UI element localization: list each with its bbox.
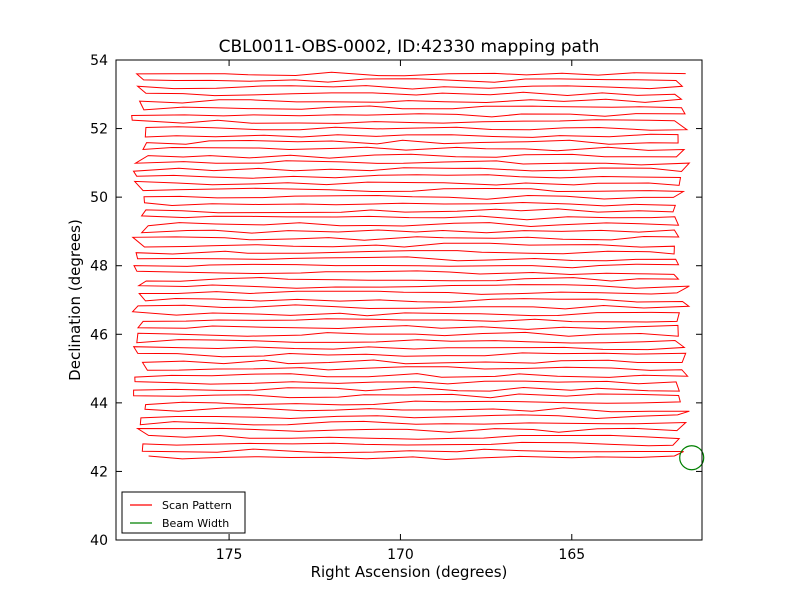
plot-frame	[115, 59, 703, 541]
y-axis-ticks: 40 42 44 46 48 50 52 54	[90, 53, 702, 549]
scan-pattern-series	[131, 71, 691, 461]
y-tick-label: 54	[90, 53, 108, 69]
beam-width-series	[679, 445, 705, 471]
x-axis-label: Right Ascension (degrees)	[311, 563, 508, 581]
beam-width-circle	[679, 445, 705, 471]
y-tick-label: 52	[90, 122, 108, 138]
y-tick-label: 46	[90, 327, 108, 343]
legend-box	[121, 491, 246, 534]
x-tick-label: 170	[387, 547, 414, 563]
legend-scan-label: Scan Pattern	[162, 499, 232, 512]
y-tick-label: 50	[90, 190, 108, 206]
scan-pattern-line	[131, 71, 691, 461]
y-tick-label: 44	[90, 396, 108, 412]
chart-title: CBL0011-OBS-0002, ID:42330 mapping path	[219, 37, 600, 57]
x-tick-label: 175	[216, 547, 243, 563]
y-tick-label: 48	[90, 259, 108, 275]
y-tick-label: 42	[90, 464, 108, 480]
x-axis-ticks: 175 170 165	[216, 60, 585, 563]
x-tick-label: 165	[558, 547, 585, 563]
legend: Scan Pattern Beam Width	[121, 491, 246, 534]
y-axis-label: Declination (degrees)	[66, 219, 84, 381]
legend-beam-label: Beam Width	[162, 517, 229, 530]
y-tick-label: 40	[90, 533, 108, 549]
